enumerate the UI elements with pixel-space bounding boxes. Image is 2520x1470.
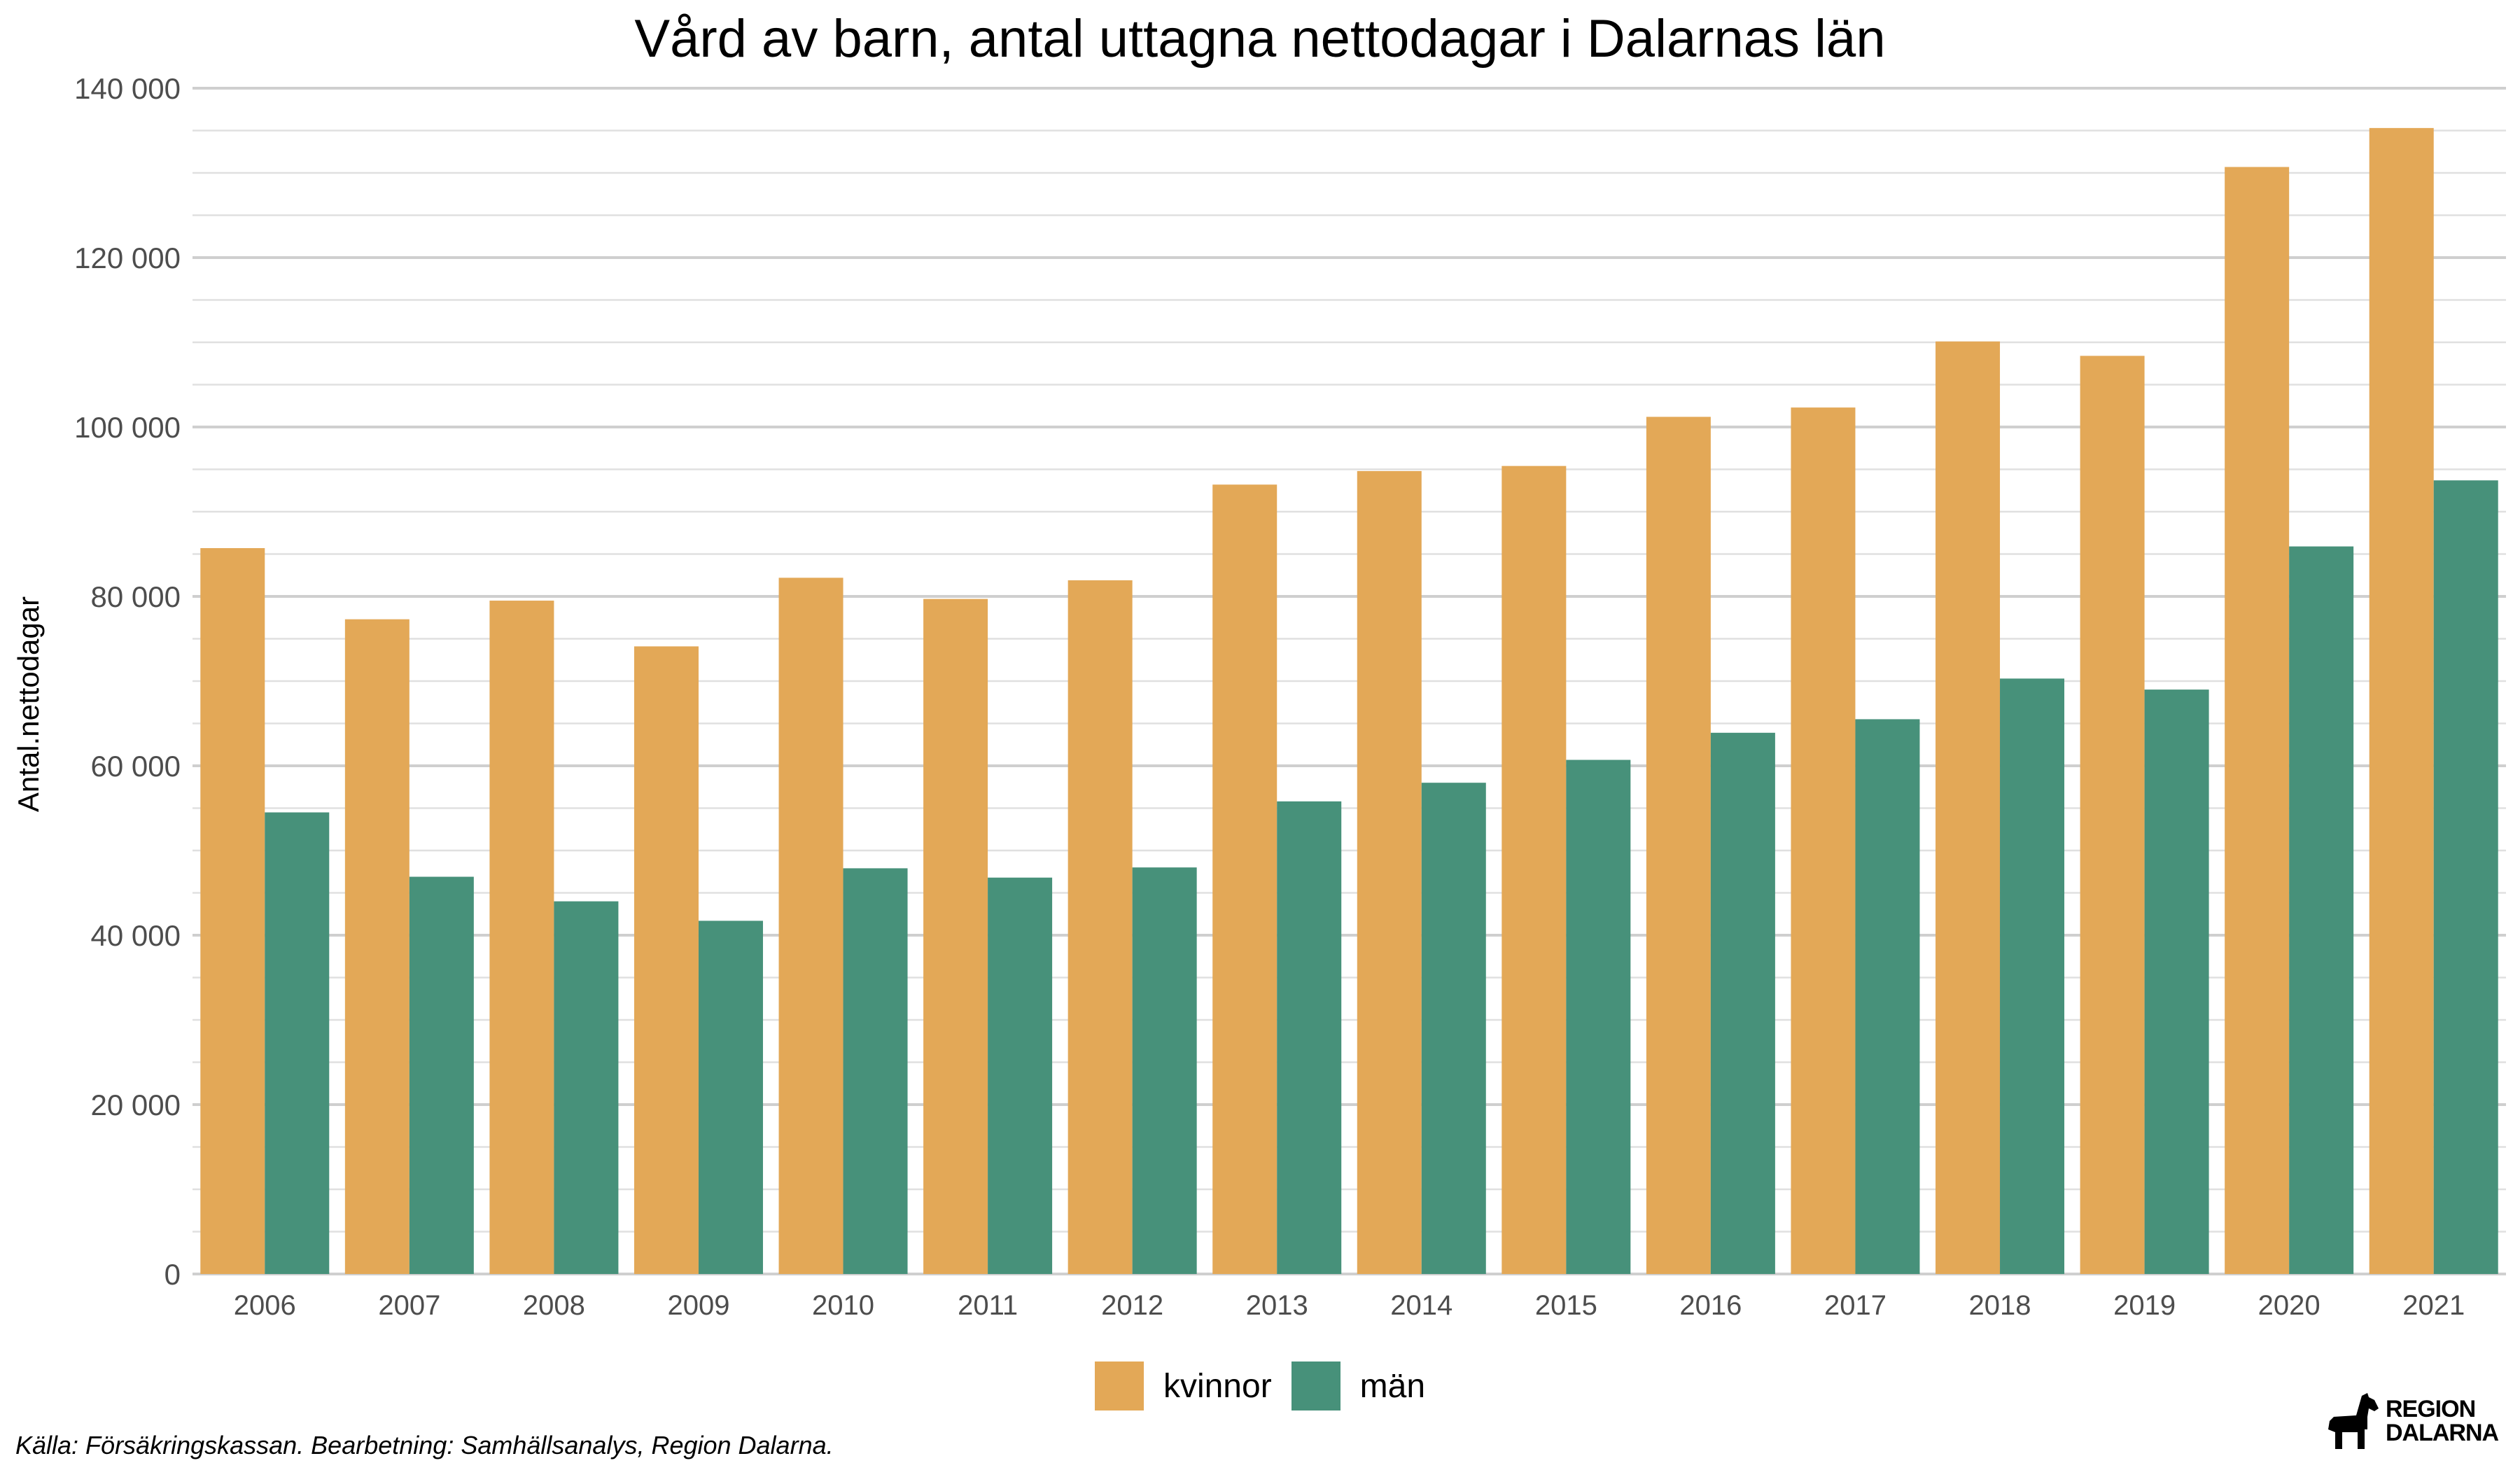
legend: kvinnor män bbox=[0, 1362, 2520, 1410]
bar-chart: 0 20 000 40 000 60 000 80 000 100 000 120 000 1… bbox=[12, 72, 2506, 1321]
bar-man-2017 bbox=[1855, 719, 1920, 1274]
logo-text: REGION DALARNA bbox=[2386, 1396, 2499, 1446]
bar-kvinnor-2013 bbox=[1212, 484, 1278, 1274]
bar-kvinnor-2006 bbox=[200, 548, 265, 1274]
legend-swatch-man bbox=[1291, 1362, 1340, 1410]
bar-man-2006 bbox=[265, 812, 330, 1274]
bar-kvinnor-2021 bbox=[2369, 127, 2434, 1274]
bar-man-2021 bbox=[2433, 480, 2498, 1274]
y-tick-label: 40 000 bbox=[91, 919, 181, 952]
bar-kvinnor-2011 bbox=[923, 598, 988, 1274]
bar-kvinnor-2019 bbox=[2080, 356, 2145, 1274]
chart-title: Vård av barn, antal uttagna nettodagar i… bbox=[634, 9, 1886, 69]
x-tick-label: 2015 bbox=[1535, 1290, 1597, 1321]
bar-man-2020 bbox=[2289, 546, 2354, 1274]
bar-kvinnor-2015 bbox=[1502, 465, 1567, 1275]
bar-kvinnor-2012 bbox=[1068, 580, 1133, 1274]
y-tick-label: 140 000 bbox=[74, 72, 181, 105]
legend-label-man: män bbox=[1359, 1367, 1426, 1405]
x-tick-label: 2012 bbox=[1101, 1290, 1163, 1321]
y-axis-title: Antal.nettodagar bbox=[12, 596, 45, 812]
x-axis-ticks: 2006 2007 2008 2009 2010 2011 2012 2013 2014 2015… bbox=[234, 1290, 2465, 1321]
source-caption: Källa: Försäkringskassan. Bearbetning: S… bbox=[15, 1431, 834, 1460]
x-tick-label: 2011 bbox=[958, 1290, 1018, 1321]
bar-man-2007 bbox=[409, 876, 474, 1274]
region-dalarna-logo: REGION DALARNA bbox=[2325, 1393, 2499, 1449]
y-tick-label: 0 bbox=[164, 1258, 181, 1291]
bar-kvinnor-2017 bbox=[1791, 407, 1856, 1275]
bar-kvinnor-2020 bbox=[2225, 167, 2290, 1274]
x-tick-label: 2009 bbox=[667, 1290, 729, 1321]
x-tick-label: 2016 bbox=[1679, 1290, 1742, 1321]
bar-kvinnor-2009 bbox=[634, 646, 699, 1274]
bar-man-2010 bbox=[843, 868, 908, 1274]
x-tick-label: 2006 bbox=[234, 1290, 296, 1321]
legend-swatch-kvinnor bbox=[1094, 1362, 1144, 1410]
x-tick-label: 2014 bbox=[1390, 1290, 1452, 1321]
bar-man-2009 bbox=[698, 920, 763, 1274]
y-tick-label: 60 000 bbox=[91, 750, 181, 783]
x-tick-label: 2013 bbox=[1246, 1290, 1308, 1321]
bar-kvinnor-2014 bbox=[1357, 470, 1422, 1275]
bar-kvinnor-2016 bbox=[1646, 416, 1711, 1274]
x-tick-label: 2019 bbox=[2113, 1290, 2176, 1321]
y-tick-label: 120 000 bbox=[74, 241, 181, 274]
x-tick-label: 2010 bbox=[812, 1290, 874, 1321]
bar-man-2011 bbox=[988, 877, 1053, 1274]
x-tick-label: 2017 bbox=[1824, 1290, 1886, 1321]
y-tick-label: 20 000 bbox=[91, 1088, 181, 1121]
legend-item-man: män bbox=[1291, 1362, 1426, 1410]
x-tick-label: 2018 bbox=[1969, 1290, 2031, 1321]
bar-kvinnor-2007 bbox=[344, 619, 410, 1274]
x-tick-label: 2020 bbox=[2258, 1290, 2320, 1321]
logo-text-line1: REGION bbox=[2386, 1396, 2476, 1422]
bar-man-2016 bbox=[1710, 732, 1775, 1274]
x-tick-label: 2021 bbox=[2402, 1290, 2465, 1321]
bar-man-2014 bbox=[1421, 783, 1486, 1274]
bar-man-2018 bbox=[2000, 678, 2065, 1274]
bar-man-2019 bbox=[2144, 690, 2209, 1274]
bar-man-2008 bbox=[554, 901, 619, 1274]
bars bbox=[200, 127, 2498, 1275]
dala-horse-icon bbox=[2328, 1393, 2379, 1449]
bar-man-2012 bbox=[1132, 867, 1197, 1274]
y-tick-label: 100 000 bbox=[74, 411, 181, 444]
bar-kvinnor-2010 bbox=[778, 578, 844, 1274]
bar-kvinnor-2018 bbox=[1935, 341, 2001, 1274]
legend-item-kvinnor: kvinnor bbox=[1094, 1362, 1272, 1410]
legend-label-kvinnor: kvinnor bbox=[1163, 1367, 1272, 1405]
x-tick-label: 2007 bbox=[378, 1290, 440, 1321]
logo-text-line2: DALARNA bbox=[2386, 1420, 2499, 1446]
bar-man-2013 bbox=[1277, 801, 1342, 1274]
x-tick-label: 2008 bbox=[523, 1290, 585, 1321]
bar-kvinnor-2008 bbox=[489, 601, 554, 1274]
y-tick-label: 80 000 bbox=[91, 580, 181, 613]
bar-man-2015 bbox=[1566, 760, 1631, 1274]
y-axis-ticks: 0 20 000 40 000 60 000 80 000 100 000 120 000 1… bbox=[74, 72, 181, 1291]
